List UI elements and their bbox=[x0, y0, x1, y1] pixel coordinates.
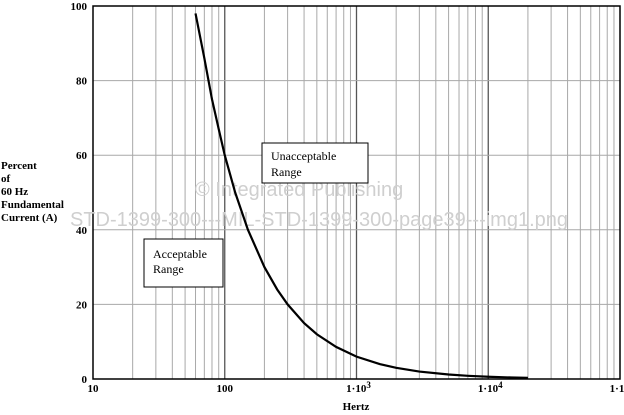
watermark: © Integrated Publishing STD-1399-300---M… bbox=[70, 179, 568, 231]
x-tick-label: 100 bbox=[217, 383, 234, 395]
annotation-line: Unacceptable bbox=[271, 149, 336, 163]
watermark-line-2: STD-1399-300---MIL-STD-1399-300-page39--… bbox=[70, 209, 568, 231]
x-tick-label: 10 bbox=[88, 383, 100, 395]
grid bbox=[93, 6, 620, 379]
y-axis-title-line: Fundamental bbox=[1, 199, 64, 211]
x-tick-label: 1·103 bbox=[346, 380, 371, 395]
watermark-line-1: © Integrated Publishing bbox=[195, 179, 403, 201]
annotation-box bbox=[261, 142, 369, 184]
y-axis-title: Percent of 60 Hz Fundamental Current (A) bbox=[1, 160, 64, 224]
x-tick-exponent: 3 bbox=[366, 380, 371, 390]
y-tick-labels: 0 20 40 60 80 100 bbox=[71, 1, 88, 386]
annotation-box bbox=[143, 238, 224, 288]
annotation-unacceptable: Unacceptable Range bbox=[261, 142, 369, 184]
y-tick-label: 100 bbox=[71, 1, 88, 13]
annotation-line: Range bbox=[271, 165, 302, 179]
y-tick-label: 80 bbox=[76, 76, 88, 88]
x-axis-title: Hertz bbox=[343, 401, 370, 413]
y-tick-label: 20 bbox=[76, 299, 88, 311]
x-tick-label: 1·105 bbox=[610, 380, 624, 395]
x-tick-exponent: 4 bbox=[498, 380, 503, 390]
y-tick-label: 60 bbox=[76, 150, 88, 162]
plot-frame bbox=[92, 5, 621, 380]
y-axis-title-line: Percent bbox=[1, 160, 37, 172]
annotation-line: Acceptable bbox=[153, 247, 207, 261]
y-axis-title-line: Current (A) bbox=[1, 212, 58, 224]
y-axis-title-line: 60 Hz bbox=[1, 186, 28, 198]
y-tick-label: 40 bbox=[76, 225, 88, 237]
y-tick-label: 0 bbox=[82, 374, 88, 386]
x-tick-labels: 10 100 1·103 1·104 1·105 bbox=[88, 380, 624, 395]
annotation-line: Range bbox=[153, 262, 184, 276]
series-line bbox=[194, 13, 528, 379]
x-tick-label: 1·104 bbox=[478, 380, 503, 395]
annotation-acceptable: Acceptable Range bbox=[143, 238, 224, 288]
y-axis-title-line: of bbox=[1, 173, 11, 185]
